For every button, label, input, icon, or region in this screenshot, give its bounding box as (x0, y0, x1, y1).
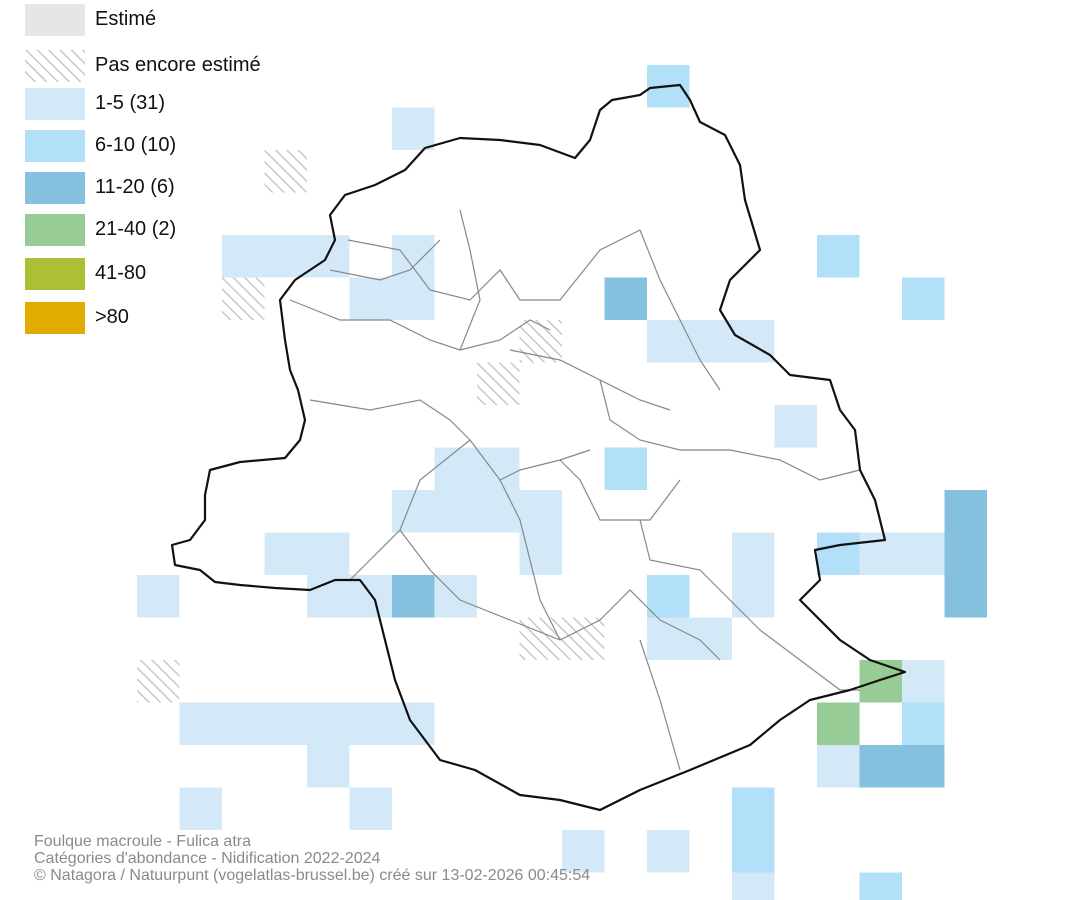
species-name: Foulque macroule - Fulica atra (34, 833, 251, 850)
cell-1-5 (647, 830, 690, 873)
cell-6-10 (732, 787, 775, 830)
legend-label: 11-20 (6) (95, 176, 175, 198)
legend-label: >80 (95, 306, 129, 328)
legend-swatch-hatched (25, 50, 85, 82)
legend-label: 21-40 (2) (95, 218, 177, 240)
cell-1-5 (349, 787, 392, 830)
cell-11-20 (944, 532, 987, 575)
cell-6-10 (902, 277, 945, 320)
cell-1-5 (179, 702, 222, 745)
cell-1-5 (222, 702, 265, 745)
cell-6-10 (902, 702, 945, 745)
legend-swatch (25, 4, 85, 36)
cell-1-5 (179, 787, 222, 830)
cell-6-10 (817, 235, 860, 278)
legend-swatch (25, 258, 85, 290)
legend-item-over-80: >80 (25, 302, 325, 334)
cell-1-5 (477, 490, 520, 533)
cell-1-5 (689, 617, 732, 660)
legend-swatch (25, 130, 85, 162)
cell-11-20 (902, 745, 945, 788)
cell-11-20 (392, 575, 435, 618)
cell-1-5 (902, 660, 945, 703)
cell-1-5 (732, 872, 775, 900)
legend-label: 1-5 (31) (95, 92, 166, 114)
cell-1-5 (264, 235, 307, 278)
cell-6-10 (817, 532, 860, 575)
cell-1-5 (902, 532, 945, 575)
legend-label: Pas encore estimé (95, 54, 261, 76)
legend-label: 41-80 (95, 262, 147, 284)
legend-item-11-20: 11-20 (6) (25, 172, 325, 204)
cell-1-5 (859, 532, 902, 575)
cell-1-5 (264, 532, 307, 575)
cell-1-5 (519, 532, 562, 575)
cell-1-5 (392, 277, 435, 320)
cell-1-5 (732, 320, 775, 363)
cell-1-5 (307, 235, 350, 278)
cell-1-5 (689, 320, 732, 363)
cell-not-estimated (519, 617, 562, 660)
cell-not-estimated (562, 617, 605, 660)
cell-1-5 (392, 235, 435, 278)
legend-item-not-yet-estimated: Pas encore estimé (25, 50, 325, 82)
cell-1-5 (307, 745, 350, 788)
legend-swatch (25, 214, 85, 246)
cell-1-5 (562, 830, 605, 873)
legend-item-21-40: 21-40 (2) (25, 214, 325, 246)
cell-11-20 (859, 745, 902, 788)
cell-6-10 (604, 447, 647, 490)
cell-not-estimated (222, 277, 265, 320)
cell-1-5 (307, 532, 350, 575)
legend-swatch (25, 302, 85, 334)
cell-not-estimated (519, 320, 562, 363)
cell-1-5 (349, 702, 392, 745)
cell-1-5 (222, 235, 265, 278)
legend-item-6-10: 6-10 (10) (25, 130, 325, 162)
cell-1-5 (349, 575, 392, 618)
cell-6-10 (647, 575, 690, 618)
legend-item-41-80: 41-80 (25, 258, 325, 290)
cell-6-10 (859, 872, 902, 900)
cell-6-10 (732, 830, 775, 873)
cell-not-estimated (264, 150, 307, 193)
grid-cells (137, 65, 987, 900)
cell-1-5 (392, 107, 435, 150)
map-credits: Foulque macroule - Fulica atra Catégorie… (34, 833, 590, 884)
cell-1-5 (519, 490, 562, 533)
cell-1-5 (732, 532, 775, 575)
cell-1-5 (264, 702, 307, 745)
cell-11-20 (944, 490, 987, 533)
cell-1-5 (647, 320, 690, 363)
legend-label: Estimé (95, 8, 157, 30)
cell-1-5 (434, 490, 477, 533)
cell-1-5 (137, 575, 180, 618)
cell-1-5 (817, 745, 860, 788)
cell-1-5 (307, 575, 350, 618)
cell-1-5 (732, 575, 775, 618)
cell-1-5 (774, 405, 817, 448)
cell-21-40 (817, 702, 860, 745)
cell-11-20 (944, 575, 987, 618)
legend-swatch (25, 88, 85, 120)
legend-label: 6-10 (10) (95, 134, 177, 156)
cell-1-5 (434, 447, 477, 490)
cell-11-20 (604, 277, 647, 320)
legend-item-1-5: 1-5 (31) (25, 88, 325, 120)
copyright-line: © Natagora / Natuurpunt (vogelatlas-brus… (34, 867, 591, 884)
municipality-boundaries (289, 209, 861, 771)
cell-not-estimated (137, 660, 180, 703)
region-boundary (170, 83, 907, 812)
map-subtitle: Catégories d'abondance - Nidification 20… (34, 850, 381, 867)
cell-not-estimated (477, 362, 520, 405)
cell-21-40 (859, 660, 902, 703)
cell-1-5 (307, 702, 350, 745)
cell-1-5 (349, 277, 392, 320)
legend-swatch (25, 172, 85, 204)
cell-1-5 (477, 447, 520, 490)
legend-item-estimated: Estimé (25, 4, 325, 36)
